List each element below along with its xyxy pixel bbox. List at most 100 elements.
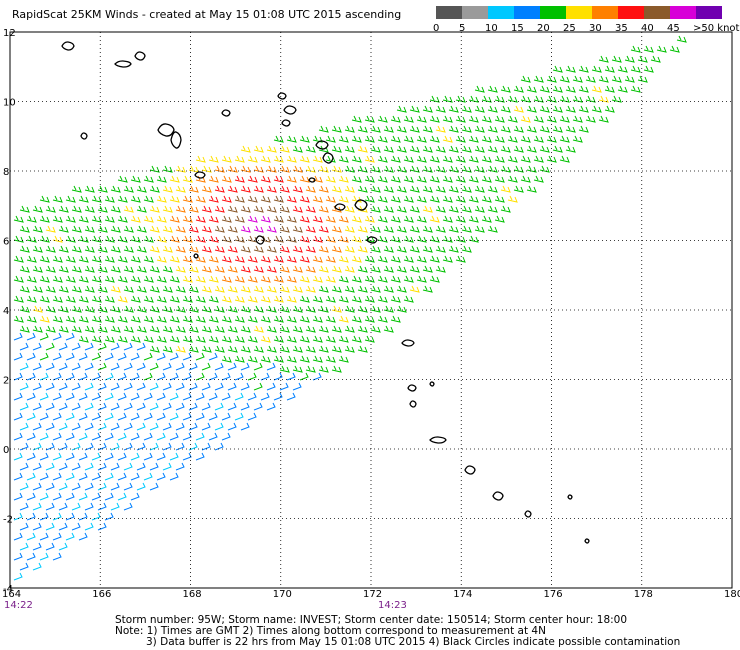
wind-barb: [474, 105, 485, 113]
wind-barb: [383, 185, 394, 193]
wind-barb: [240, 165, 251, 173]
island-outline: [193, 253, 199, 259]
wind-barb: [390, 175, 401, 183]
wind-barb: [520, 115, 531, 123]
wind-barb: [175, 422, 185, 431]
wind-barb: [201, 402, 211, 411]
wind-barb: [97, 382, 107, 391]
wind-barb: [221, 155, 232, 163]
wind-barb: [71, 482, 81, 491]
wind-barb: [403, 175, 414, 183]
wind-barb: [195, 392, 205, 401]
wind-barb: [149, 442, 159, 451]
wind-barb: [513, 85, 524, 93]
wind-barb: [552, 145, 563, 153]
wind-barb: [26, 275, 37, 283]
wind-barb: [416, 115, 427, 123]
wind-barb: [78, 472, 88, 481]
wind-barb: [97, 325, 108, 333]
wind-barb: [377, 295, 388, 303]
wind-barb: [409, 265, 420, 273]
wind-barb: [578, 85, 589, 93]
wind-barb: [286, 255, 297, 263]
wind-barb: [45, 542, 55, 551]
wind-barb: [136, 362, 146, 371]
footer-note-2: 3) Data buffer is 22 hrs from May 15 01:…: [146, 636, 681, 648]
time-label: 14:23: [378, 600, 407, 611]
wind-barb: [331, 285, 342, 293]
wind-barb: [390, 295, 401, 303]
wind-barb: [52, 235, 63, 243]
wind-barb: [364, 335, 375, 343]
wind-barb: [13, 412, 23, 421]
wind-barb: [84, 245, 95, 253]
wind-barb: [598, 75, 609, 83]
wind-barb: [539, 85, 550, 93]
wind-barb: [318, 225, 329, 233]
wind-barb: [104, 295, 115, 303]
wind-barb: [396, 245, 407, 253]
wind-barb: [104, 412, 114, 421]
wind-barb: [45, 205, 56, 213]
wind-barb: [221, 235, 232, 243]
wind-barb: [58, 402, 68, 411]
wind-barb: [52, 255, 63, 263]
wind-barb: [136, 285, 147, 293]
wind-barb: [247, 412, 257, 421]
wind-barb: [286, 335, 297, 343]
wind-barb: [299, 355, 310, 363]
wind-barb: [260, 295, 271, 303]
wind-barb: [292, 245, 303, 253]
wind-barb: [39, 512, 49, 521]
wind-barb: [487, 145, 498, 153]
wind-barb: [149, 422, 159, 431]
wind-barb: [494, 115, 505, 123]
wind-barb: [26, 512, 36, 521]
wind-barb: [136, 402, 146, 411]
wind-barb: [162, 462, 172, 471]
wind-barb: [500, 125, 511, 133]
wind-barb: [370, 265, 381, 273]
wind-barb: [221, 215, 232, 223]
wind-barb: [65, 352, 75, 361]
wind-barb: [26, 552, 36, 561]
wind-barb: [39, 295, 50, 303]
wind-barb: [331, 325, 342, 333]
wind-barb: [357, 185, 368, 193]
wind-barb: [513, 145, 524, 153]
wind-barb: [26, 412, 36, 421]
wind-barb: [169, 335, 180, 343]
wind-barb: [110, 265, 121, 273]
wind-barb: [299, 215, 310, 223]
wind-barb: [13, 492, 23, 501]
wind-barb: [104, 315, 115, 323]
wind-barb: [234, 392, 244, 401]
wind-barb: [162, 382, 172, 391]
wind-barb: [175, 362, 185, 371]
wind-barb: [32, 205, 43, 213]
wind-barb: [45, 382, 55, 391]
wind-barb: [234, 255, 245, 263]
wind-barb: [455, 155, 466, 163]
wind-barb: [201, 165, 212, 173]
wind-barb: [455, 215, 466, 223]
island-outline: [114, 60, 132, 68]
wind-barb: [260, 315, 271, 323]
wind-barb: [513, 125, 524, 133]
wind-barb: [240, 382, 250, 391]
wind-barb: [481, 175, 492, 183]
wind-barb: [429, 215, 440, 223]
wind-barb: [344, 225, 355, 233]
wind-barb: [325, 175, 336, 183]
wind-barb: [214, 185, 225, 193]
wind-barb: [338, 155, 349, 163]
wind-barb: [143, 255, 154, 263]
wind-barb: [91, 295, 102, 303]
wind-barb: [123, 185, 134, 193]
wind-barb: [32, 502, 42, 511]
wind-barb: [357, 165, 368, 173]
wind-barb: [84, 422, 94, 431]
time-label: 14:22: [4, 600, 33, 611]
wind-barb: [26, 315, 37, 323]
wind-barb: [266, 205, 277, 213]
